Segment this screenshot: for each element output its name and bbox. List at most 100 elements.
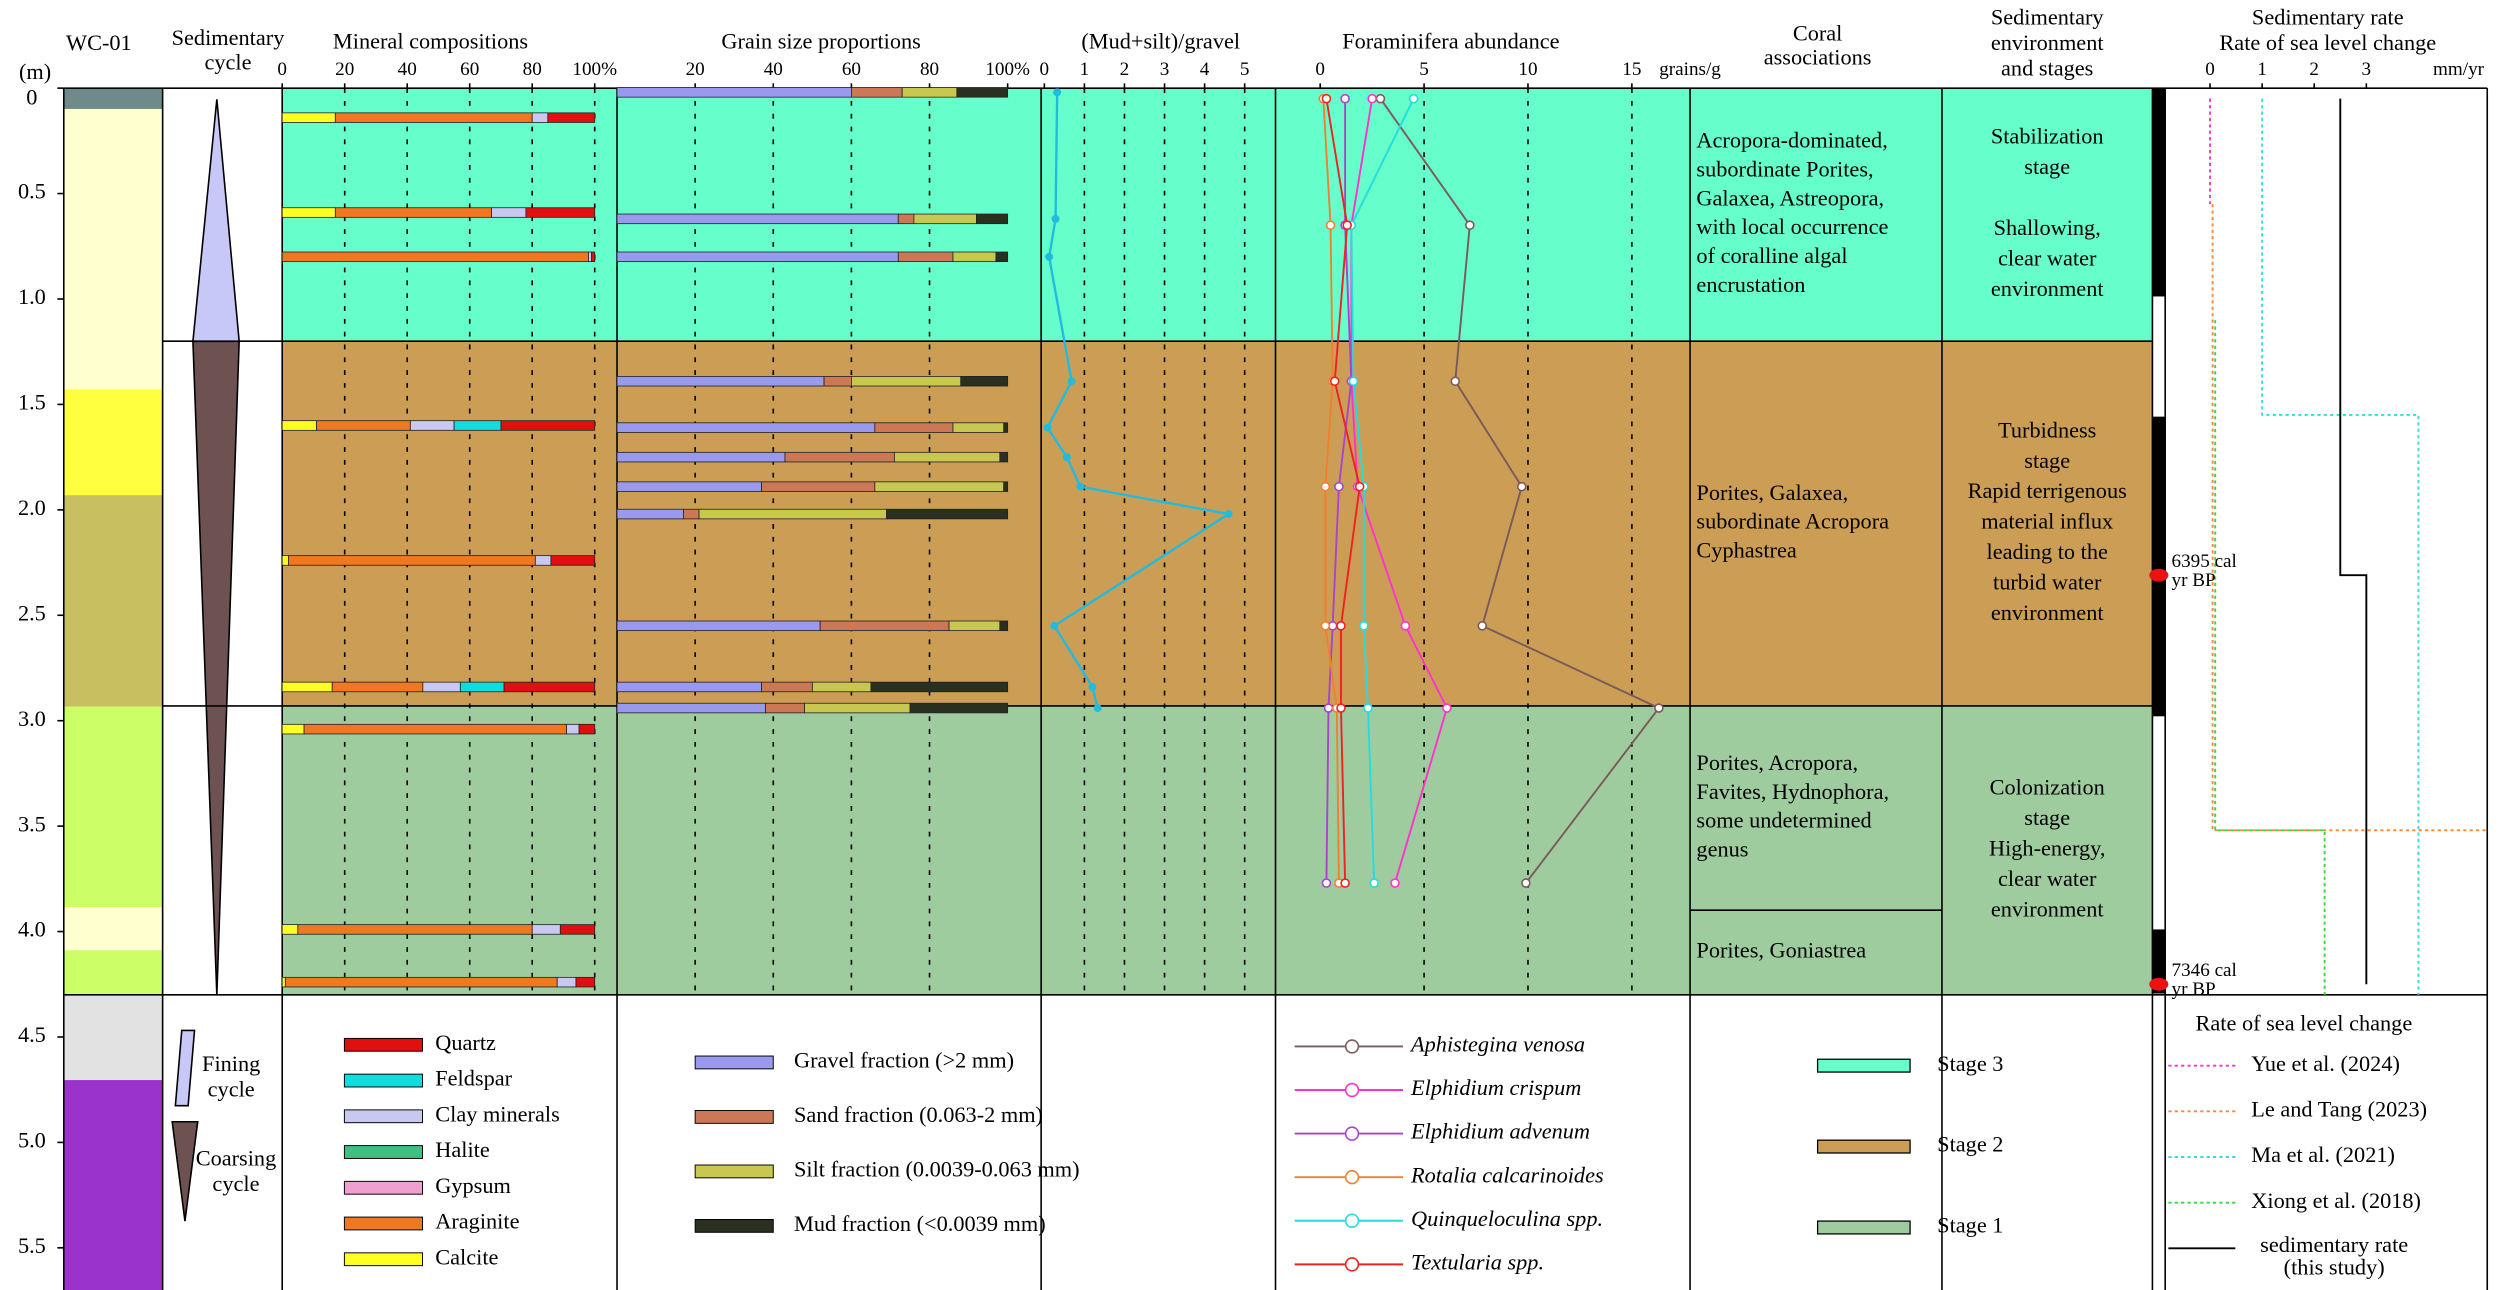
mineral-segment	[550, 555, 596, 566]
legend-swatch	[343, 1216, 423, 1231]
date-label: yr BP	[2172, 979, 2216, 1000]
date-label: 7346 cal	[2172, 960, 2237, 981]
depth-tick-label: 5.0	[18, 1128, 46, 1153]
foram-point	[1348, 376, 1359, 387]
legend-label: sedimentary rate	[2260, 1232, 2408, 1257]
mineral-segment	[303, 723, 567, 735]
legend-label: Feldspar	[435, 1066, 512, 1091]
mineral-segment	[525, 207, 596, 218]
legend-marker	[1344, 1039, 1360, 1054]
ratio-point	[1053, 88, 1062, 97]
legend-swatch	[1816, 1139, 1911, 1154]
panel-title: Grain size proportions	[721, 28, 920, 53]
x-tick-label: 100%	[985, 59, 1030, 80]
depth-tick-label: 3.5	[18, 811, 46, 836]
legend-label: Stage 2	[1937, 1132, 2003, 1157]
foram-point	[1340, 878, 1350, 888]
foram-point	[1442, 703, 1452, 713]
environment-text: stage	[2024, 448, 2070, 473]
grain-segment	[952, 251, 997, 263]
environment-text: environment	[1991, 600, 2105, 625]
depth-tick-label: 2.0	[18, 495, 46, 520]
grain-segment	[616, 481, 762, 492]
legend-label: Stage 3	[1937, 1051, 2003, 1076]
foram-point	[1340, 93, 1350, 104]
environment-text: stage	[2024, 154, 2070, 179]
legend-swatch	[694, 1110, 774, 1124]
ratio-point	[1067, 377, 1076, 386]
ratio-point	[1088, 682, 1097, 691]
mineral-segment	[281, 976, 286, 988]
foram-point	[1336, 621, 1346, 631]
mineral-segment	[453, 420, 502, 431]
coral-text: Acropora-dominated,	[1696, 128, 1887, 153]
mineral-segment	[281, 420, 317, 431]
ratio-point	[1076, 482, 1085, 491]
x-tick-label: 4	[1200, 59, 1210, 80]
x-tick-label: 20	[686, 59, 705, 80]
mineral-segment	[491, 207, 527, 218]
foram-point	[1342, 220, 1352, 230]
grain-segment	[804, 702, 911, 714]
grain-segment	[976, 213, 1009, 225]
grain-segment	[851, 376, 962, 387]
mineral-segment	[575, 976, 596, 988]
depth-label: (m)	[19, 59, 51, 84]
legend-label: Sand fraction (0.063-2 mm)	[794, 1102, 1043, 1127]
grain-segment	[874, 481, 1005, 492]
coral-text: subordinate Acropora	[1696, 509, 1889, 534]
coral-text: with local occurrence	[1696, 214, 1888, 239]
mineral-segment	[281, 723, 305, 735]
grain-segment	[893, 451, 1001, 463]
legend-marker	[1344, 1213, 1360, 1228]
x-tick-label: 1	[2257, 59, 2267, 80]
cycle-legend-label: cycle	[212, 1171, 259, 1196]
mineral-segment	[334, 207, 492, 218]
depth-tick-label: 3.0	[18, 706, 46, 731]
grain-segment	[870, 681, 1009, 693]
x-tick-label: 3	[2362, 59, 2372, 80]
grain-segment	[765, 702, 805, 714]
date-marker	[2149, 568, 2169, 582]
mineral-segment	[281, 207, 336, 218]
foram-point	[1369, 878, 1379, 888]
environment-text: Rapid terrigenous	[1968, 478, 2127, 503]
date-marker	[2149, 977, 2169, 991]
mineral-segment	[281, 681, 333, 693]
environment-header: environment	[1991, 30, 2105, 55]
legend-swatch	[694, 1219, 774, 1233]
environment-text: environment	[1991, 896, 2105, 921]
foram-point	[1516, 481, 1527, 492]
panel-title: Sedimentary rate	[2252, 4, 2404, 29]
coral-text: encrustation	[1696, 272, 1805, 297]
grain-segment	[761, 481, 876, 492]
mineral-segment	[281, 924, 299, 935]
environment-text: turbid water	[1993, 570, 2102, 595]
cycle-header: cycle	[204, 49, 251, 74]
legend-label: Gravel fraction (>2 mm)	[794, 1048, 1014, 1073]
environment-text: High-energy,	[1989, 835, 2105, 860]
ratio-point	[1050, 621, 1059, 630]
environment-text: clear water	[1998, 866, 2097, 891]
stage-band	[282, 705, 2153, 995]
mineral-segment	[578, 723, 596, 735]
x-tick-label: 10	[1518, 59, 1537, 80]
environment-text: Turbidness	[1998, 417, 2096, 442]
mineral-segment	[547, 112, 596, 123]
grain-segment	[901, 87, 958, 98]
depth-tick-label: 0	[26, 84, 37, 109]
depth-tick-label: 5.5	[18, 1233, 46, 1258]
marker-bar	[2152, 929, 2166, 994]
foram-point	[1477, 621, 1488, 631]
grain-segment	[616, 681, 762, 693]
foram-point	[1321, 878, 1332, 888]
foram-point	[1465, 220, 1475, 230]
x-tick-label: 60	[460, 59, 479, 80]
coral-header: Coral	[1793, 20, 1843, 45]
ratio-point	[1062, 453, 1071, 462]
foram-point	[1400, 621, 1411, 631]
legend-swatch	[1816, 1058, 1911, 1073]
date-label: 6395 cal	[2172, 551, 2237, 572]
depth-tick-label: 1.0	[18, 284, 46, 309]
legend-swatch	[343, 1037, 423, 1052]
